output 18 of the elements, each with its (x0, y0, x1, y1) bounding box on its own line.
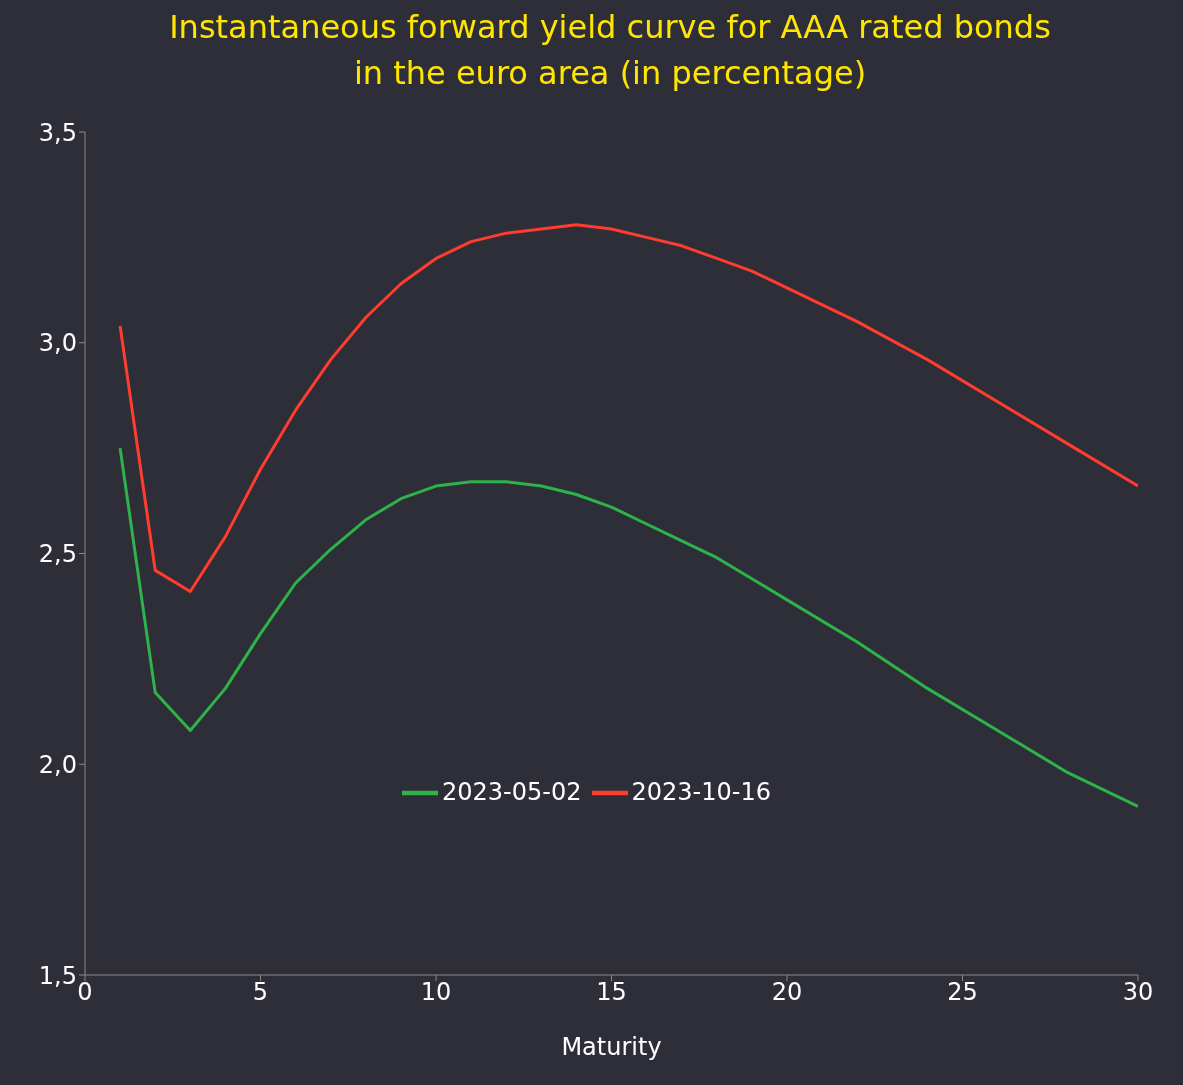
x-tick-label: 25 (947, 978, 978, 1007)
line-series (118, 223, 1138, 593)
line-series (118, 446, 1138, 808)
x-tick-label: 15 (596, 978, 627, 1007)
x-tick-label: 20 (771, 978, 803, 1007)
y-tick-label: 3,0 (38, 329, 77, 358)
x-axis-title: Maturity (561, 1033, 662, 1061)
legend-label: 2023-05-02 (442, 778, 582, 806)
y-tick-label: 3,5 (38, 118, 77, 147)
x-tick-label: 10 (420, 978, 452, 1007)
chart-title: Instantaneous forward yield curve for AAA rated bonds in the euro area (in percentage) (168, 7, 1052, 94)
x-tick-label: 30 (1122, 978, 1154, 1007)
legend-label: 2023-10-16 (631, 778, 771, 806)
y-tick-label: 2,5 (38, 540, 77, 569)
x-tick-label: 5 (252, 978, 269, 1007)
x-tick-label: 0 (77, 978, 93, 1007)
y-tick-label: 1,5 (38, 961, 77, 990)
y-tick-label: 2,0 (38, 750, 77, 779)
